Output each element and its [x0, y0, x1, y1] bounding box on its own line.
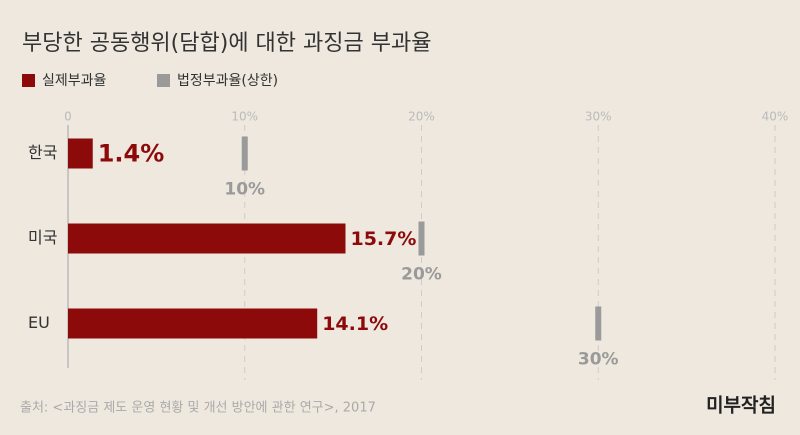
- bar: [68, 138, 93, 169]
- x-tick-label: 40%: [762, 110, 789, 124]
- y-tick-label: 한국: [28, 143, 57, 162]
- legend-label: 법정부과율(상한): [177, 73, 278, 89]
- value-label: 14.1%: [322, 313, 388, 335]
- logo: 미부작침: [706, 395, 776, 417]
- legend-swatch: [157, 74, 170, 87]
- cap-label: 20%: [401, 265, 442, 285]
- x-tick-label: 30%: [585, 110, 612, 124]
- cap-marker: [241, 136, 248, 171]
- legend-swatch: [22, 74, 35, 87]
- value-label: 15.7%: [350, 228, 416, 250]
- x-tick-label: 10%: [231, 110, 258, 124]
- value-label: 1.4%: [98, 140, 165, 168]
- source: 출처: <과징금 제도 운영 현황 및 개선 방안에 관한 연구>, 2017: [20, 401, 376, 416]
- cap-label: 30%: [578, 350, 619, 370]
- y-tick-label: 미국: [28, 228, 57, 247]
- x-tick-label: 0: [64, 110, 72, 124]
- cap-marker: [595, 306, 602, 341]
- bar: [68, 223, 346, 254]
- y-tick-label: EU: [28, 313, 50, 332]
- bar: [68, 308, 318, 339]
- chart-title: 부당한 공동행위(담합)에 대한 과징금 부과율: [22, 31, 431, 56]
- legend-label: 실제부과율: [42, 73, 107, 89]
- x-tick-label: 20%: [408, 110, 435, 124]
- cap-marker: [418, 221, 425, 256]
- cap-label: 10%: [224, 180, 265, 200]
